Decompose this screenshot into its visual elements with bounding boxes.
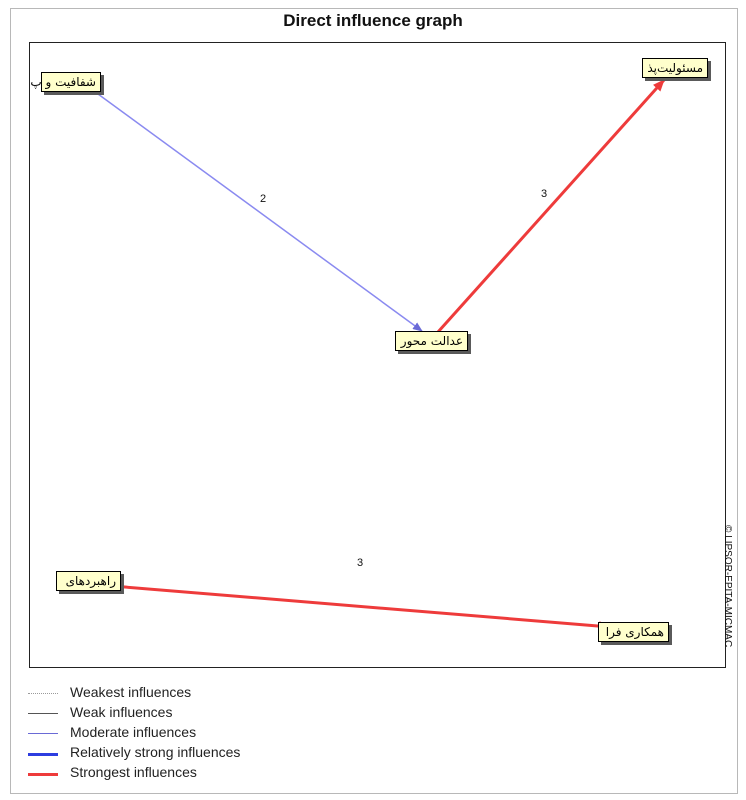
edge-weight-label: 2 bbox=[260, 193, 267, 205]
legend-swatch bbox=[28, 733, 58, 734]
edge-weight-label: 3 bbox=[541, 188, 548, 200]
legend-label: Relatively strong influences bbox=[70, 744, 241, 760]
node-justice-oriented[interactable]: عدالت محور bbox=[395, 331, 468, 351]
copyright-text: © LIPSOR-EPITA-MICMAC bbox=[722, 525, 733, 648]
edge-n4-n5 bbox=[87, 582, 611, 632]
legend-swatch bbox=[28, 713, 58, 714]
figure-frame bbox=[10, 8, 738, 794]
edge-n1-n3 bbox=[97, 93, 423, 332]
legend-swatch bbox=[28, 753, 58, 756]
legend-swatch bbox=[28, 693, 58, 694]
legend-label: Weakest influences bbox=[70, 684, 192, 700]
node-cooperation[interactable]: همکاری فرا bbox=[598, 622, 669, 642]
node-responsibility[interactable]: مسئولیت‌پذ bbox=[642, 58, 708, 78]
node-transparency[interactable]: شفافیت و پ bbox=[30, 72, 101, 92]
edge-n3-n2 bbox=[436, 78, 666, 334]
legend-swatch bbox=[28, 773, 58, 776]
legend-label: Strongest influences bbox=[70, 764, 197, 780]
legend-label: Weak influences bbox=[70, 704, 173, 720]
edge-weight-label: 3 bbox=[357, 557, 364, 569]
legend-label: Moderate influences bbox=[70, 724, 197, 740]
graph-title: Direct influence graph bbox=[283, 11, 463, 30]
plot-area bbox=[29, 42, 726, 668]
node-strategies[interactable]: راهبردهای bbox=[56, 571, 121, 591]
